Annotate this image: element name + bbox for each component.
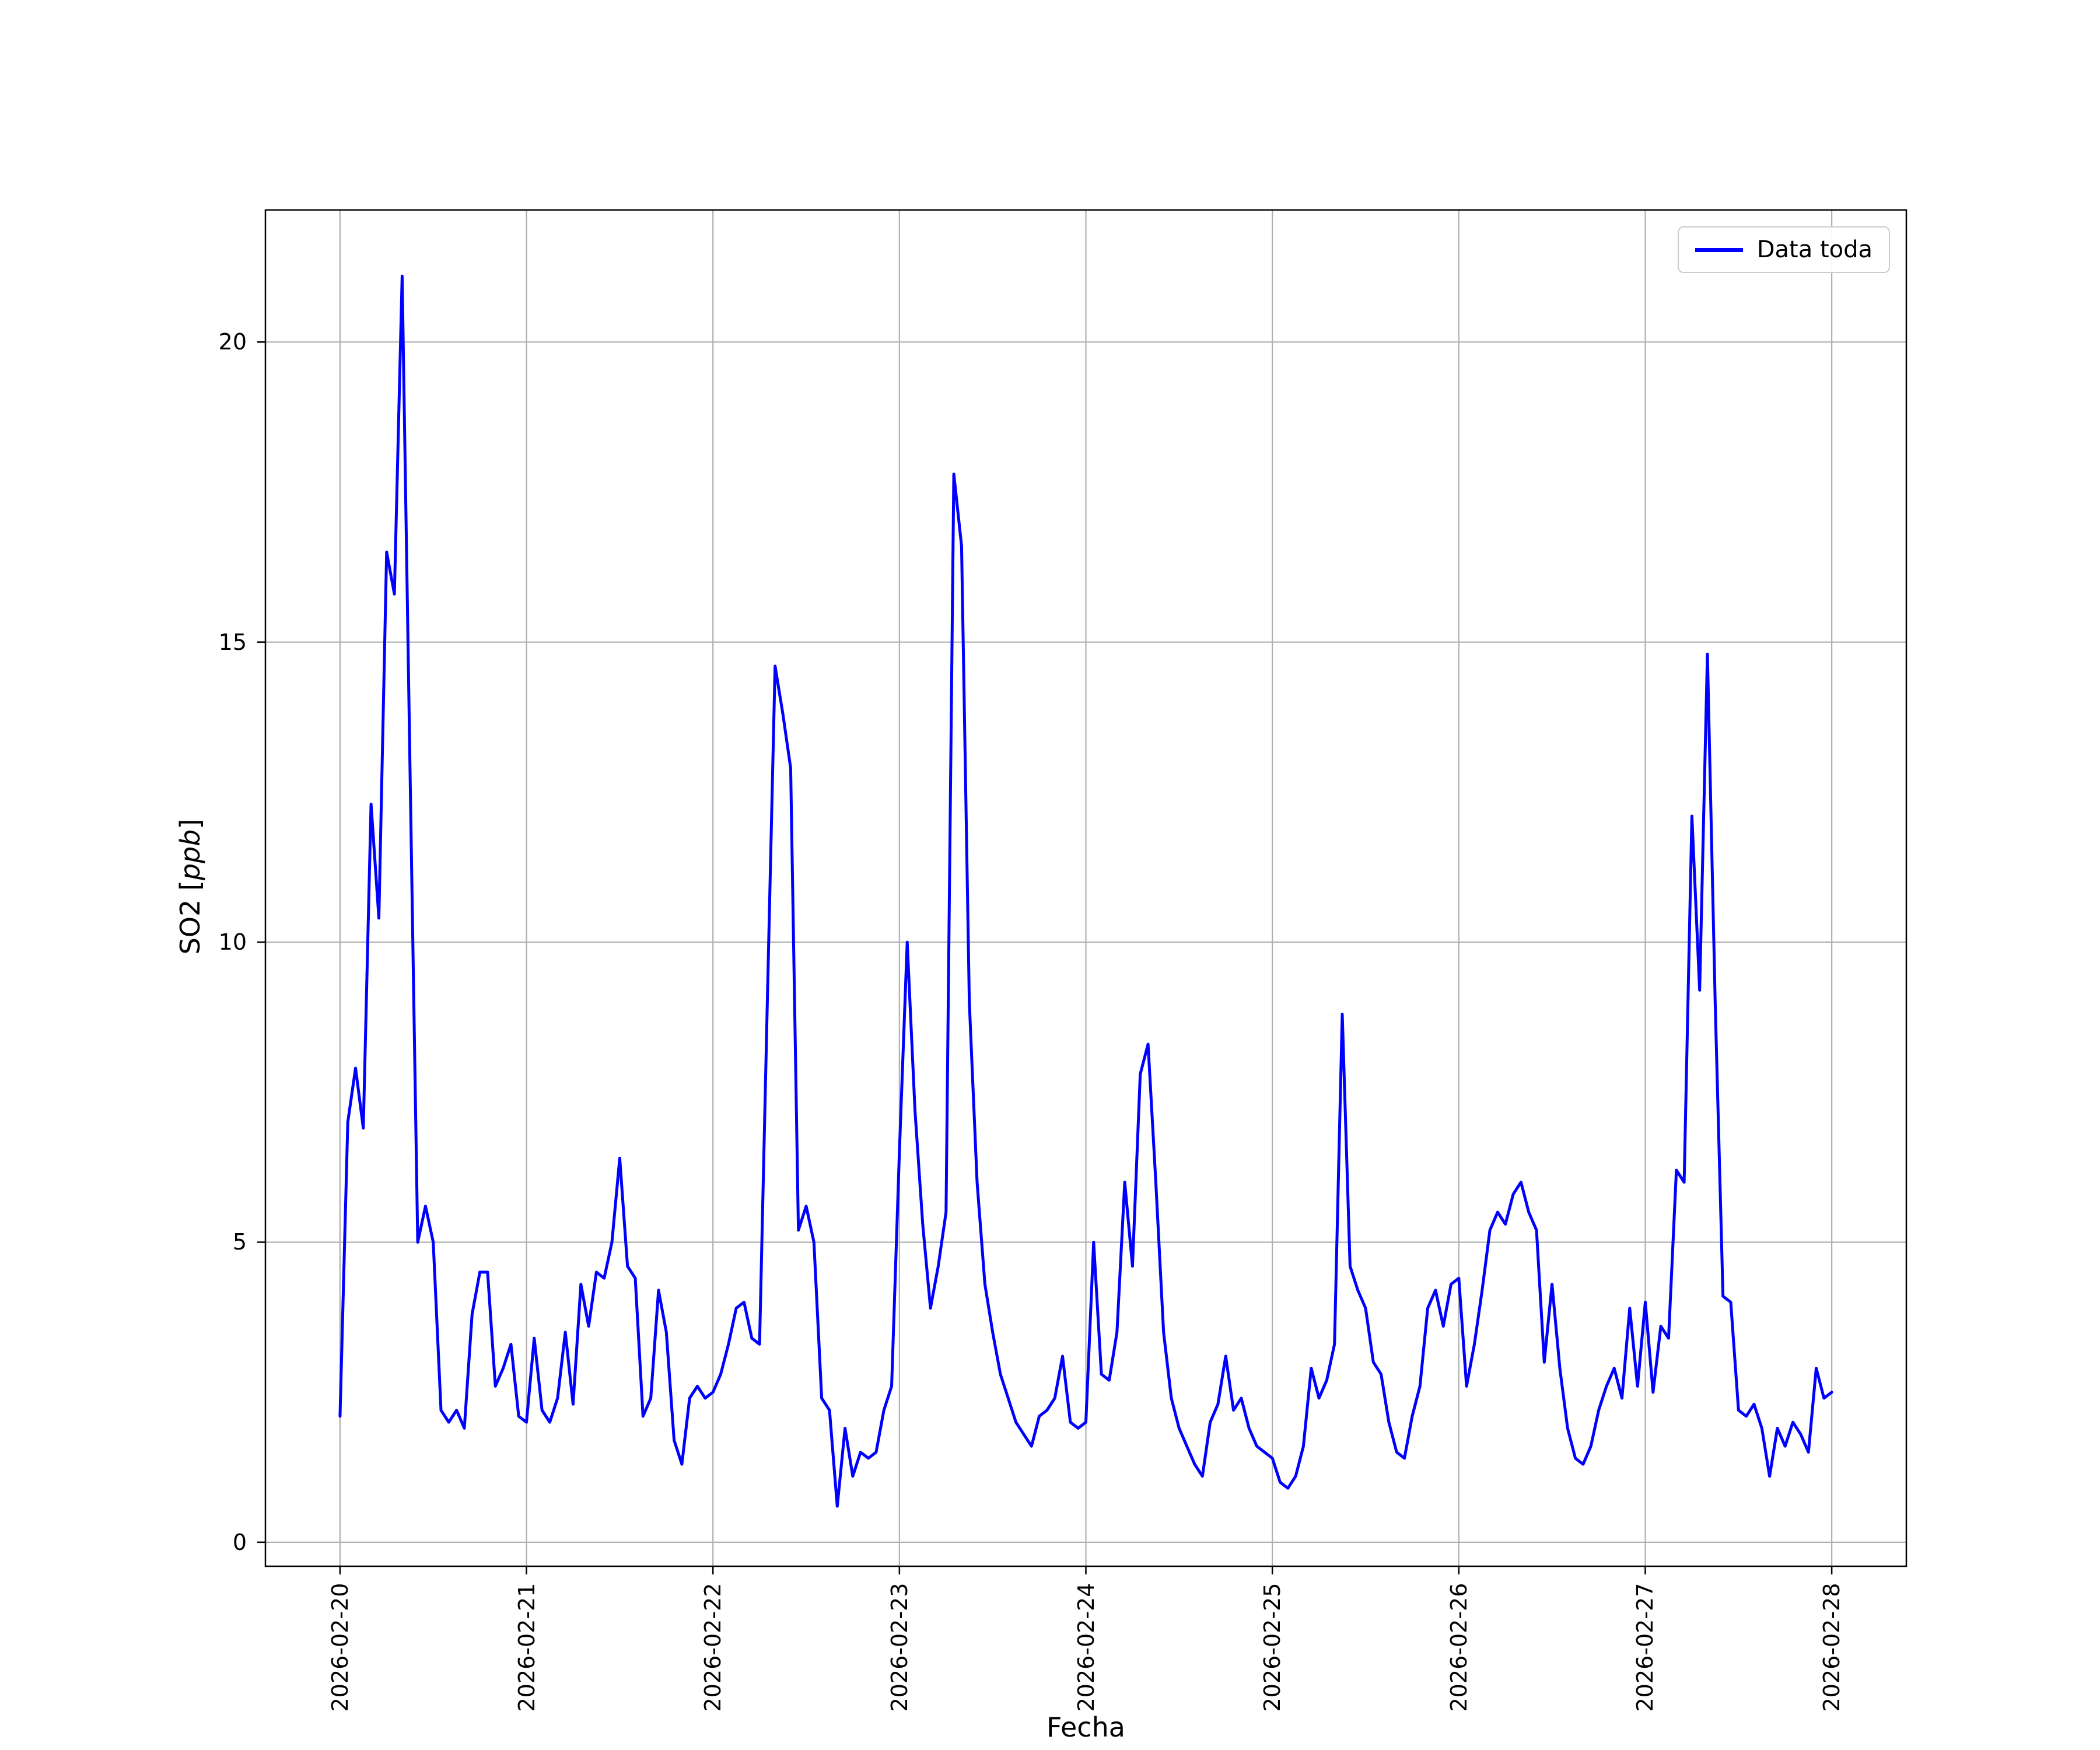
y-tick-label: 5	[232, 1229, 247, 1255]
y-axis-label-text: SO2 [	[174, 880, 206, 955]
x-tick-label: 2026-02-25	[1259, 1583, 1286, 1712]
x-axis-label: Fecha	[1046, 1712, 1125, 1743]
legend: Data toda	[1677, 226, 1890, 273]
x-tick-label: 2026-02-21	[513, 1583, 540, 1712]
x-tick-label: 2026-02-27	[1632, 1583, 1658, 1712]
y-axis-label-unit: ppb	[174, 829, 206, 881]
x-tick-label: 2026-02-20	[327, 1583, 353, 1712]
y-axis-label: SO2 [ppb]	[174, 818, 206, 955]
y-tick-label: 10	[218, 929, 247, 956]
y-axis-label-close: ]	[174, 818, 206, 830]
y-tick-label: 15	[218, 629, 247, 655]
legend-label: Data toda	[1756, 236, 1873, 263]
x-tick-label: 2026-02-26	[1446, 1583, 1472, 1712]
x-tick-label: 2026-02-28	[1819, 1583, 1845, 1712]
x-tick-label: 2026-02-22	[700, 1583, 726, 1712]
x-tick-label: 2026-02-24	[1073, 1583, 1099, 1712]
legend-line-sample	[1695, 247, 1743, 252]
y-tick-label: 20	[218, 329, 247, 355]
x-tick-label: 2026-02-23	[886, 1583, 912, 1712]
y-tick-label: 0	[232, 1529, 247, 1555]
